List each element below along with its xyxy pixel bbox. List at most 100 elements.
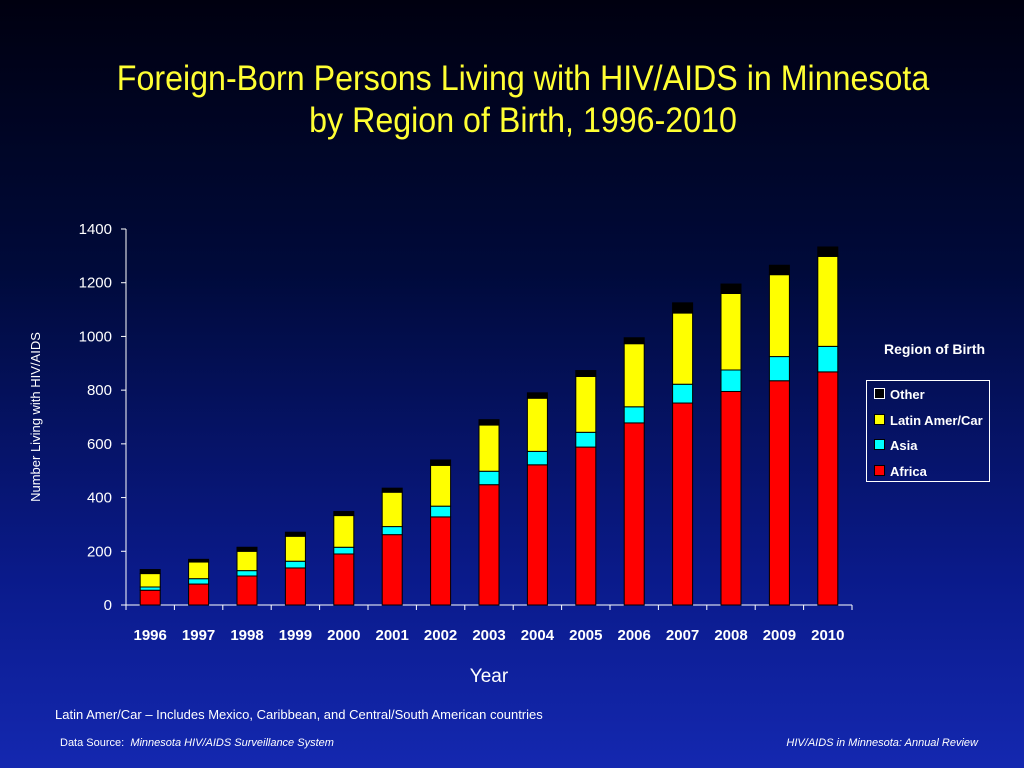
y-tick-label: 600 (87, 436, 112, 453)
y-axis-title: Number Living with HIV/AIDS (28, 332, 43, 502)
bar-africa-1997 (188, 583, 210, 606)
bar-asia-2006 (623, 406, 645, 424)
y-tick-label: 0 (104, 597, 112, 614)
bar-latin-amer-car-1997 (188, 561, 210, 580)
x-tick-label: 1999 (279, 627, 312, 644)
x-tick-label: 2005 (569, 627, 602, 644)
legend-label: Other (890, 387, 925, 402)
bar-latin-amer-car-2002 (430, 464, 452, 507)
x-tick-label: 1998 (230, 627, 263, 644)
report-name: HIV/AIDS in Minnesota: Annual Review (786, 737, 978, 749)
x-tick-label: 2000 (327, 627, 360, 644)
bar-latin-amer-car-2000 (333, 515, 355, 548)
bar-asia-2008 (720, 369, 742, 392)
bar-other-2009 (768, 264, 790, 276)
bar-latin-amer-car-2005 (575, 375, 597, 433)
x-tick-label: 2002 (424, 627, 457, 644)
legend-item-asia: Asia (874, 438, 917, 453)
x-tick-label: 2006 (618, 627, 651, 644)
bar-latin-amer-car-1999 (284, 535, 306, 562)
bar-africa-1996 (139, 589, 161, 606)
bar-latin-amer-car-2007 (672, 312, 694, 385)
bar-latin-amer-car-2003 (478, 424, 500, 472)
bar-other-2005 (575, 370, 597, 377)
legend-label: Africa (890, 463, 927, 479)
bar-asia-1998 (236, 570, 258, 577)
bar-africa-1999 (284, 567, 306, 606)
bar-other-2010 (817, 246, 839, 257)
legend-item-latin-amer-car: Latin Amer/Car (874, 413, 983, 428)
legend-swatch (874, 439, 885, 450)
bar-other-2001 (381, 487, 403, 493)
bar-other-1998 (236, 546, 258, 552)
x-tick-label: 2009 (763, 627, 796, 644)
legend-title: Region of Birth (884, 341, 986, 357)
bar-other-1999 (284, 531, 306, 537)
bar-other-2003 (478, 419, 500, 426)
bar-asia-2007 (672, 383, 694, 404)
chart-title-line2: by Region of Birth, 1996-2010 (309, 101, 737, 140)
legend-swatch (874, 388, 885, 399)
y-tick-label: 1200 (79, 275, 112, 292)
data-source-label: Data Source: (60, 737, 125, 749)
bar-asia-1997 (188, 578, 210, 585)
y-tick-label: 800 (87, 382, 112, 399)
bar-other-2000 (333, 511, 355, 517)
chart-title: Foreign-Born Persons Living with HIV/AID… (41, 58, 1005, 142)
bar-other-2002 (430, 459, 452, 466)
bar-africa-2009 (768, 380, 790, 606)
chart-title-line1: Foreign-Born Persons Living with HIV/AID… (116, 59, 930, 98)
footnote: Latin Amer/Car – Includes Mexico, Caribb… (55, 707, 543, 722)
bar-latin-amer-car-2006 (623, 343, 645, 408)
bar-latin-amer-car-2004 (526, 397, 548, 452)
x-tick-label: 2010 (811, 627, 844, 644)
data-source: Data Source: Minnesota HIV/AIDS Surveill… (60, 737, 334, 749)
bar-latin-amer-car-2001 (381, 491, 403, 528)
x-tick-label: 2003 (472, 627, 505, 644)
bar-other-2006 (623, 337, 645, 345)
legend-label: Latin Amer/Car (890, 412, 983, 428)
bar-asia-2009 (768, 356, 790, 382)
x-tick-label: 2001 (376, 627, 409, 644)
bar-asia-2010 (817, 345, 839, 373)
legend: Other Latin Amer/Car Asia Africa (866, 380, 990, 482)
bar-africa-2008 (720, 390, 742, 606)
bar-asia-2000 (333, 546, 355, 555)
bar-other-2007 (672, 302, 694, 314)
bar-africa-1998 (236, 575, 258, 606)
bar-africa-2001 (381, 534, 403, 606)
bar-africa-2005 (575, 446, 597, 606)
bar-asia-2001 (381, 526, 403, 536)
bar-other-2008 (720, 283, 742, 294)
legend-swatch (874, 413, 885, 425)
bar-latin-amer-car-1996 (139, 573, 161, 588)
bar-latin-amer-car-1998 (236, 550, 258, 572)
bar-asia-2004 (526, 450, 548, 466)
bar-africa-2010 (817, 371, 839, 606)
bar-other-1996 (139, 569, 161, 575)
bar-other-1997 (188, 558, 210, 563)
y-tick-label: 400 (87, 490, 112, 507)
y-tick-label: 200 (87, 543, 112, 560)
bar-other-2004 (526, 392, 548, 399)
data-source-name: Minnesota HIV/AIDS Surveillance System (130, 737, 334, 749)
legend-item-africa: Africa (874, 464, 927, 479)
x-tick-label: 1996 (134, 627, 167, 644)
bar-africa-2007 (672, 402, 694, 606)
bar-asia-2002 (430, 505, 452, 518)
bar-africa-2002 (430, 516, 452, 606)
bar-asia-2005 (575, 431, 597, 448)
x-tick-label: 1997 (182, 627, 215, 644)
bar-asia-1999 (284, 560, 306, 569)
bar-latin-amer-car-2010 (817, 255, 839, 347)
x-tick-label: 2008 (714, 627, 747, 644)
legend-swatch (874, 464, 885, 476)
legend-label: Asia (890, 438, 918, 453)
bar-africa-2000 (333, 553, 355, 606)
bar-africa-2003 (478, 484, 500, 606)
bar-africa-2004 (526, 464, 548, 606)
y-tick-label: 1400 (79, 221, 112, 238)
x-tick-label: 2007 (666, 627, 699, 644)
legend-item-other: Other (874, 387, 925, 402)
